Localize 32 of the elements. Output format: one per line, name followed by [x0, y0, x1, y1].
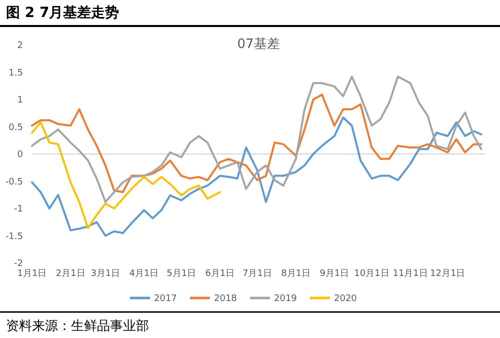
x-tick-label: 5月1日 — [166, 269, 196, 279]
y-tick-label: 0 — [17, 150, 24, 160]
x-tick-label: 1月1日 — [17, 269, 47, 279]
y-tick-label: 2 — [17, 41, 23, 52]
y-tick-label: 1 — [17, 96, 23, 106]
line-series — [31, 121, 221, 230]
y-tick-label: 0.5 — [8, 122, 23, 133]
x-tick-label: 7月1日 — [242, 269, 272, 279]
y-tick-label: -1 — [14, 204, 23, 215]
legend-label: 2018 — [214, 294, 238, 304]
legend-label: 2019 — [274, 294, 298, 304]
y-tick-label: -0.5 — [5, 177, 23, 188]
x-tick-label: 4月1日 — [129, 269, 159, 279]
y-tick-label: -2 — [14, 259, 23, 270]
x-tick-label: 2月1日 — [56, 269, 86, 279]
x-tick-label: 6月1日 — [205, 269, 235, 279]
x-tick-label: 10月1日 — [354, 269, 390, 279]
line-series — [31, 76, 482, 203]
y-tick-label: 1.5 — [8, 68, 23, 78]
x-tick-label: 3月1日 — [90, 269, 120, 279]
line-series — [31, 94, 482, 194]
legend-label: 2017 — [154, 294, 177, 304]
legend-label: 2020 — [334, 294, 358, 304]
x-tick-label: 11月1日 — [392, 269, 428, 279]
x-tick-label: 8月1日 — [281, 269, 311, 279]
y-tick-label: -1.5 — [5, 232, 23, 242]
x-tick-label: 9月1日 — [320, 269, 350, 279]
line-series — [31, 116, 482, 237]
text: 资料来源：生鲜品事业部 — [6, 319, 149, 334]
x-tick-label: 12月1日 — [430, 269, 466, 279]
chart-subtitle: 07基差 — [237, 37, 280, 52]
chart-title: 图 2 7月基差走势 — [6, 5, 120, 21]
